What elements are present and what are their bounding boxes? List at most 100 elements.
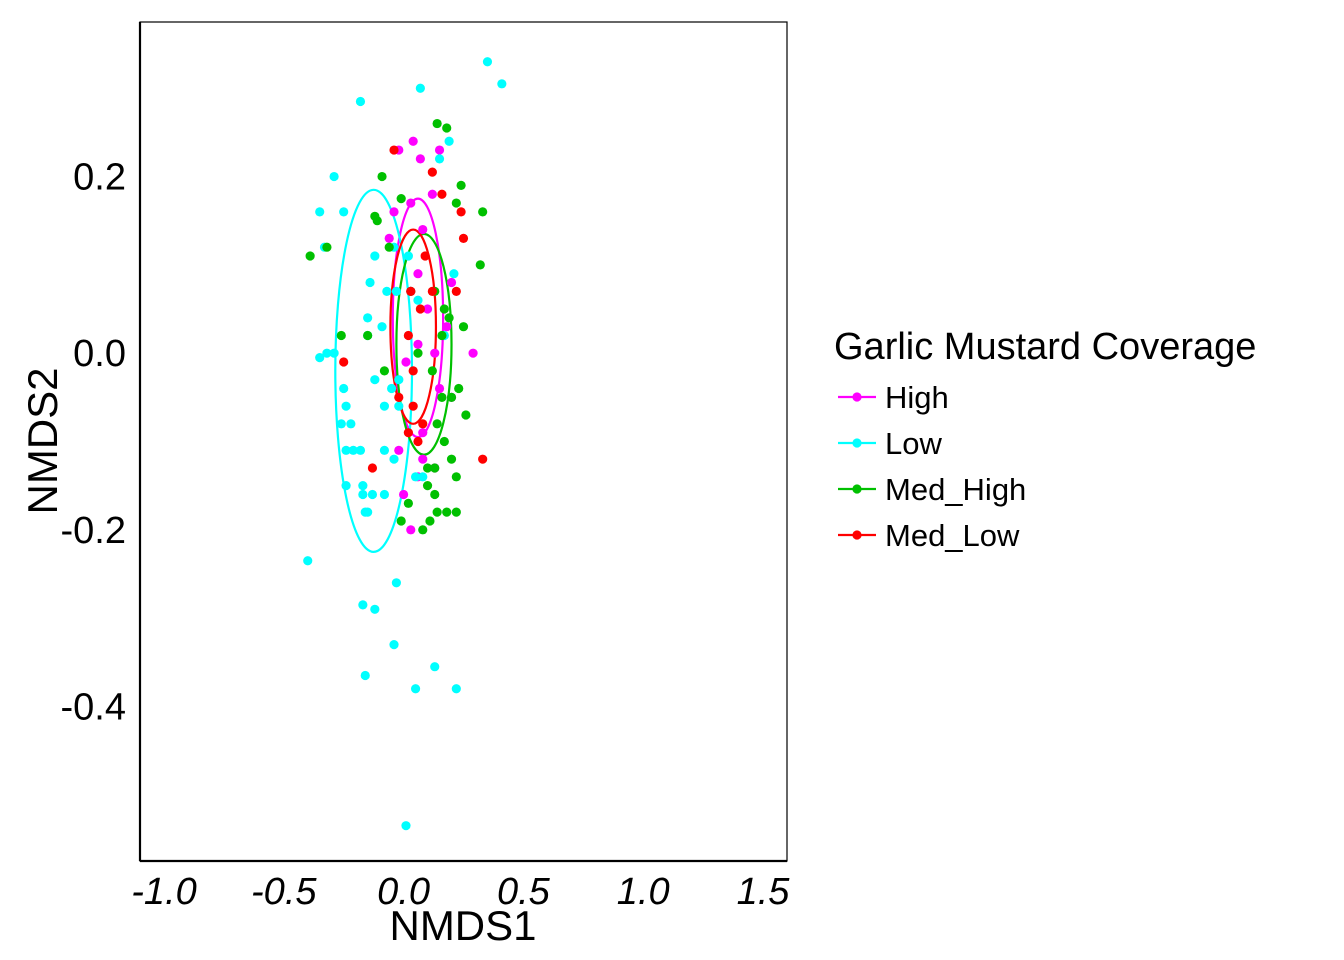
point-low-19: [363, 313, 373, 323]
point-low-47: [360, 507, 370, 517]
point-med-high-23: [427, 366, 437, 376]
point-low-38: [389, 454, 399, 464]
point-med-high-21: [379, 366, 390, 376]
point-high-6: [384, 233, 394, 243]
point-low-17: [413, 295, 423, 305]
point-low-44: [358, 489, 368, 500]
point-high-2: [415, 154, 425, 164]
point-med-high-34: [403, 498, 413, 508]
point-med-high-37: [451, 507, 461, 517]
point-med-low-2: [427, 167, 437, 177]
point-med-low-12: [408, 366, 418, 376]
point-low-8: [339, 207, 349, 217]
point-high-18: [434, 383, 445, 394]
point-med-high-28: [439, 436, 449, 447]
point-med-high-20: [336, 330, 346, 341]
point-med-low-19: [413, 436, 423, 447]
point-low-2: [415, 83, 425, 93]
point-high-24: [398, 489, 409, 500]
point-med-high-42: [432, 419, 442, 429]
point-low-4: [444, 136, 454, 146]
point-low-52: [389, 640, 399, 650]
point-high-25: [406, 525, 416, 535]
point-high-20: [418, 428, 428, 438]
point-med-high-33: [430, 489, 440, 500]
point-med-high-38: [425, 516, 435, 526]
point-low-26: [387, 383, 397, 394]
point-low-46: [379, 489, 390, 500]
x-tick-label-1: -0.5: [251, 871, 317, 913]
point-med-low-4: [458, 233, 469, 243]
legend-key-point-low: [852, 438, 862, 448]
ellipse-med-low: [389, 228, 438, 425]
x-tick-label-5: 1.5: [737, 871, 791, 913]
x-tick-label-0: -1.0: [131, 871, 196, 913]
x-tick-label-2: 0.0: [377, 871, 430, 913]
point-low-27: [394, 375, 404, 385]
point-low-40: [418, 472, 428, 482]
point-low-32: [346, 419, 356, 429]
point-low-34: [355, 445, 366, 455]
point-high-1: [408, 136, 418, 146]
point-low-55: [410, 684, 421, 694]
point-high-3: [434, 145, 445, 155]
point-med-high-36: [432, 507, 442, 517]
point-high-21: [394, 445, 404, 455]
legend-title: Garlic Mustard Coverage: [834, 326, 1256, 368]
y-tick-labels: -0.4 -0.2 0.0 0.2: [61, 157, 126, 729]
x-tick-label-3: 0.5: [497, 871, 551, 913]
point-med-high-27: [461, 410, 471, 420]
point-high-8: [418, 224, 428, 235]
point-med-high-16: [444, 313, 454, 323]
point-med-high-3: [456, 180, 466, 190]
point-high-22: [418, 454, 428, 464]
legend-key-point-high: [852, 392, 862, 402]
point-high-16: [430, 348, 440, 358]
point-med-low-6: [406, 286, 416, 296]
point-low-5: [434, 154, 445, 164]
legend-label-med-low: Med_Low: [885, 518, 1020, 553]
plot-panel: [139, 21, 788, 862]
point-med-high-29: [446, 454, 457, 464]
point-med-high-0: [432, 118, 442, 129]
point-high-7: [389, 207, 399, 217]
point-low-6: [329, 171, 339, 182]
point-med-high-40: [418, 525, 428, 535]
point-high-11: [446, 277, 457, 288]
point-med-high-11: [475, 260, 485, 270]
y-tick-label-0: -0.4: [61, 686, 126, 728]
point-med-high-10: [322, 242, 332, 252]
point-high-13: [442, 322, 452, 332]
legend-label-high: High: [885, 380, 949, 415]
point-low-1: [497, 79, 507, 89]
x-tick-labels: -1.0 -0.5 0.0 0.5 1.0 1.5: [131, 871, 790, 913]
point-med-high-1: [442, 123, 452, 133]
point-low-13: [449, 269, 459, 279]
point-low-57: [401, 821, 411, 831]
point-low-28: [379, 401, 390, 411]
point-med-high-4: [396, 194, 406, 204]
point-low-53: [430, 662, 440, 672]
point-low-29: [394, 401, 404, 411]
point-med-low-7: [420, 251, 430, 261]
point-med-high-18: [458, 322, 469, 332]
point-low-51: [370, 604, 380, 614]
point-med-high-39: [396, 516, 406, 526]
point-med-low-16: [367, 463, 378, 473]
y-tick-label-1: -0.2: [61, 510, 126, 552]
point-low-35: [341, 445, 351, 455]
point-low-23: [315, 353, 325, 363]
point-high-4: [427, 189, 437, 199]
point-low-41: [358, 481, 368, 491]
point-med-high-35: [442, 507, 452, 517]
point-med-high-9: [305, 251, 315, 261]
y-tick-label-2: 0.0: [73, 333, 126, 375]
point-low-36: [348, 445, 358, 455]
point-med-high-22: [413, 348, 423, 358]
point-med-low-3: [456, 207, 466, 217]
point-high-5: [406, 198, 416, 208]
point-med-low-13: [394, 392, 404, 402]
point-low-10: [370, 251, 380, 261]
point-med-high-17: [437, 330, 447, 341]
